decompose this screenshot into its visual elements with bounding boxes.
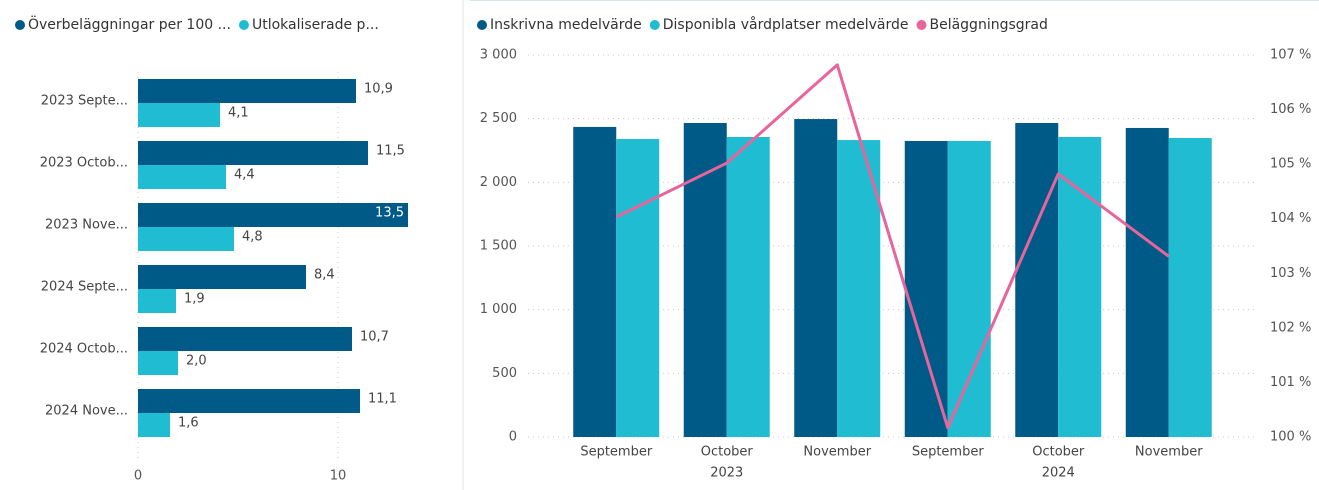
y2-tick-label: 106 % <box>1270 102 1311 117</box>
x-tick-label: October <box>1032 445 1085 460</box>
x-tick-label: November <box>1135 445 1203 460</box>
y-tick-label: 2023 Septe... <box>41 94 128 109</box>
legend-label: Inskrivna medelvärde <box>490 17 642 33</box>
data-label: 4,8 <box>242 230 263 245</box>
legend-dot <box>477 20 487 30</box>
y2-tick-label: 101 % <box>1270 375 1311 390</box>
data-label: 1,6 <box>178 416 199 431</box>
bar <box>904 140 948 437</box>
bar <box>138 327 352 351</box>
data-label: 11,1 <box>368 392 397 407</box>
y-tick-label: 2023 Octob... <box>40 156 128 171</box>
bar <box>138 351 178 375</box>
x-tick-label: November <box>803 445 871 460</box>
y-tick-label: 2024 Octob... <box>40 342 128 357</box>
y-tick-label: 0 <box>509 430 517 445</box>
y-tick-label: 1 500 <box>480 239 517 254</box>
bar <box>1058 137 1102 437</box>
x-group-label: 2023 <box>710 466 743 481</box>
legend-dot <box>649 20 660 30</box>
bar <box>138 227 234 251</box>
bar <box>837 140 881 438</box>
bar <box>138 141 368 165</box>
data-label: 13,5 <box>375 206 404 221</box>
bar <box>573 126 617 438</box>
y2-tick-label: 104 % <box>1270 211 1311 226</box>
bar <box>138 413 170 437</box>
line <box>615 63 1170 430</box>
y-tick-label: 2023 Nove... <box>45 218 128 233</box>
y2-tick-label: 100 % <box>1270 430 1311 445</box>
data-label: 1,9 <box>184 292 205 307</box>
bar <box>138 203 408 227</box>
y-tick-label: 500 <box>492 366 517 381</box>
x-tick-label: October <box>701 445 754 460</box>
legend-label: Överbeläggningar per 100 ... <box>28 15 231 33</box>
bar <box>947 140 991 437</box>
data-label: 4,4 <box>234 168 255 183</box>
y2-tick-label: 105 % <box>1270 157 1311 172</box>
bar <box>683 122 727 437</box>
bar <box>138 265 306 289</box>
y-tick-label: 2024 Septe... <box>41 280 128 295</box>
bar <box>1168 138 1212 437</box>
y2-tick-label: 103 % <box>1270 266 1311 281</box>
bar <box>138 289 176 313</box>
y2-tick-label: 102 % <box>1270 320 1311 335</box>
bar <box>726 137 770 437</box>
data-label: 4,1 <box>228 106 249 121</box>
bar <box>138 103 220 127</box>
bar <box>1015 122 1059 437</box>
y2-tick-label: 107 % <box>1270 48 1311 63</box>
y-tick-label: 1 000 <box>480 302 517 317</box>
bar <box>138 79 356 103</box>
data-label: 11,5 <box>376 144 405 159</box>
y-tick-label: 2 500 <box>480 111 517 126</box>
legend-label: Utlokaliserade p... <box>252 17 379 33</box>
legend-dot <box>15 20 25 30</box>
data-label: 8,4 <box>314 268 335 283</box>
bar <box>138 389 360 413</box>
bar <box>138 165 226 189</box>
x-tick-label: September <box>580 445 653 460</box>
legend-label: Beläggningsgrad <box>929 17 1047 33</box>
bar <box>1125 127 1169 437</box>
legend-dot <box>916 20 927 30</box>
bar <box>794 119 838 437</box>
x-tick-label: September <box>912 445 985 460</box>
x-tick-label: 10 <box>330 469 347 484</box>
data-label: 10,7 <box>360 330 389 345</box>
bar <box>616 139 660 438</box>
data-label: 2,0 <box>186 354 207 369</box>
legend-dot <box>238 20 249 30</box>
x-tick-label: 0 <box>134 469 142 484</box>
legend-label: Disponibla vårdplatser medelvärde <box>663 16 909 33</box>
y-tick-label: 3 000 <box>480 48 517 63</box>
y-tick-label: 2 000 <box>480 175 517 190</box>
x-group-label: 2024 <box>1042 466 1075 481</box>
data-label: 10,9 <box>364 82 393 97</box>
y-tick-label: 2024 Nove... <box>45 404 128 419</box>
